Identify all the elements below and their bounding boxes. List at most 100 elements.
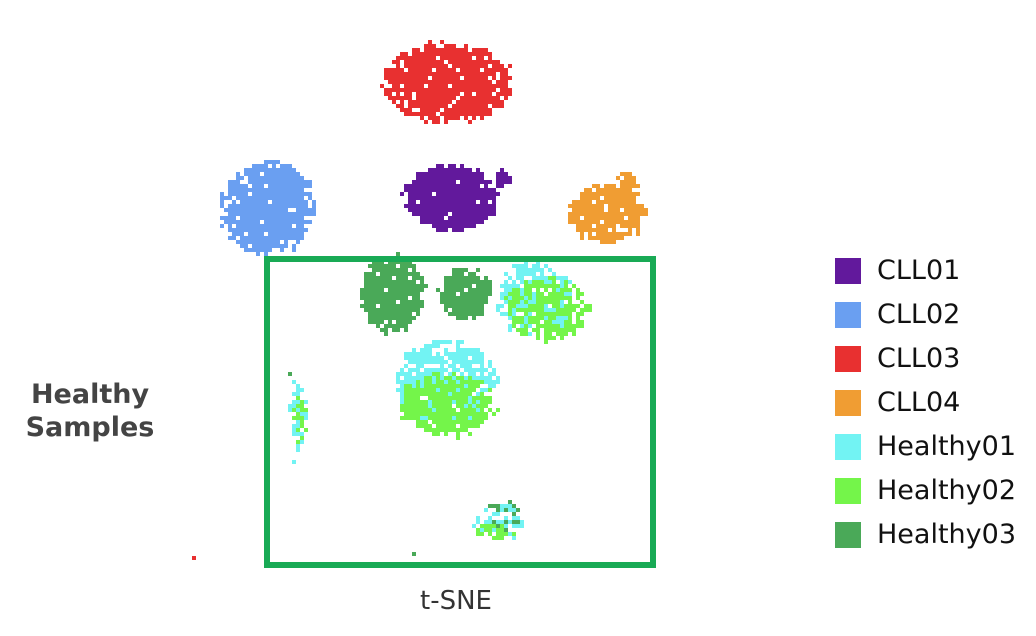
point-healthy02-201 [572,308,576,312]
point-healthy02-284 [448,396,452,400]
point-cll02-796 [252,244,256,248]
point-healthy01-1009 [292,392,296,396]
point-cll03-1083 [400,96,404,100]
point-cll03-691 [436,76,440,80]
point-cll02-832 [292,200,296,204]
point-cll03-878 [452,80,456,84]
point-healthy02-351 [488,400,492,404]
point-cll03-546 [472,112,476,116]
point-healthy02-56 [512,288,516,292]
point-cll02-145 [240,228,244,232]
point-cll01-599 [440,228,444,232]
point-cll03-849 [420,100,424,104]
point-cll04-8 [568,220,572,224]
point-cll02-220 [248,200,252,204]
point-cll02-878 [296,192,300,196]
point-healthy02-239 [576,304,580,308]
point-healthy01-238 [536,268,540,272]
point-healthy01-302 [512,312,516,316]
point-cll03-1007 [392,88,396,92]
point-cll04-350 [596,204,600,208]
point-cll03-260 [480,116,484,120]
point-healthy02-227 [540,300,544,304]
point-cll03-848 [448,88,452,92]
point-cll03-1063 [396,64,400,68]
point-cll02-863 [284,192,288,196]
point-cll01-415 [460,164,464,168]
point-cll02-912 [268,184,272,188]
point-cll04-13 [588,188,592,192]
point-cll04-231 [628,220,632,224]
point-cll01-702 [448,224,452,228]
point-cll03-942 [456,104,460,108]
point-cll03-1055 [440,60,444,64]
point-healthy02-155 [532,280,536,284]
point-healthy01-269 [524,316,528,320]
point-healthy01-1062 [500,508,504,512]
point-cll03-196 [480,92,484,96]
point-healthy01-268 [496,308,500,312]
point-cll03-606 [432,116,436,120]
point-cll03-946 [432,76,436,80]
point-cll03-825 [428,80,432,84]
scatter-points [192,40,648,560]
point-cll02-598 [280,212,284,216]
point-cll03-784 [416,76,420,80]
point-cll03-645 [468,52,472,56]
point-healthy02-229 [556,300,560,304]
point-cll03-752 [432,88,436,92]
point-cll01-300 [492,200,496,204]
point-cll02-929 [220,200,224,204]
point-cll03-930 [444,84,448,88]
point-healthy01-259 [500,296,504,300]
point-cll02-229 [276,160,280,164]
point-cll02-673 [276,204,280,208]
point-healthy01-966 [420,348,424,352]
point-cll03-741 [408,60,412,64]
point-cll03-917 [436,96,440,100]
point-cll04-364 [616,232,620,236]
point-healthy02-142 [544,328,548,332]
point-cll01-830 [440,180,444,184]
point-cll01-580 [448,172,452,176]
point-cll01-148 [440,176,444,180]
point-cll03-284 [452,68,456,72]
point-cll02-906 [280,192,284,196]
point-cll03-864 [504,96,508,100]
point-cll03-441 [428,100,432,104]
point-healthy02-235 [564,284,568,288]
point-healthy01-327 [516,304,520,308]
point-cll01-596 [484,208,488,212]
point-cll02-323 [256,168,260,172]
point-healthy01-349 [408,352,412,356]
point-cll03-1076 [420,56,424,60]
point-cll01-835 [480,180,484,184]
point-cll02-760 [288,192,292,196]
point-cll02-897 [276,208,280,212]
point-healthy02-255 [556,296,560,300]
point-cll02-932 [304,208,308,212]
point-cll01-468 [460,212,464,216]
point-cll04-73 [632,208,636,212]
point-healthy01-550 [436,352,440,356]
point-cll02-842 [296,232,300,236]
point-cll02-759 [252,180,256,184]
point-cll04-396 [596,192,600,196]
point-cll02-637 [236,196,240,200]
point-cll04-60 [584,212,588,216]
point-cll03-968 [488,96,492,100]
point-cll04-452 [628,176,632,180]
point-cll02-908 [228,184,232,188]
point-cll03-1069 [464,64,468,68]
point-healthy02-96 [572,332,576,336]
point-healthy02-168 [580,324,584,328]
point-cll02-208 [244,216,248,220]
point-cll02-946 [280,208,284,212]
point-cll01-869 [440,164,444,168]
point-cll03-827 [396,96,400,100]
point-cll04-46 [580,232,584,236]
point-cll02-2 [232,216,236,220]
point-healthy01-1001 [296,448,300,452]
point-healthy01-692 [432,344,436,348]
point-cll03-1020 [436,52,440,56]
